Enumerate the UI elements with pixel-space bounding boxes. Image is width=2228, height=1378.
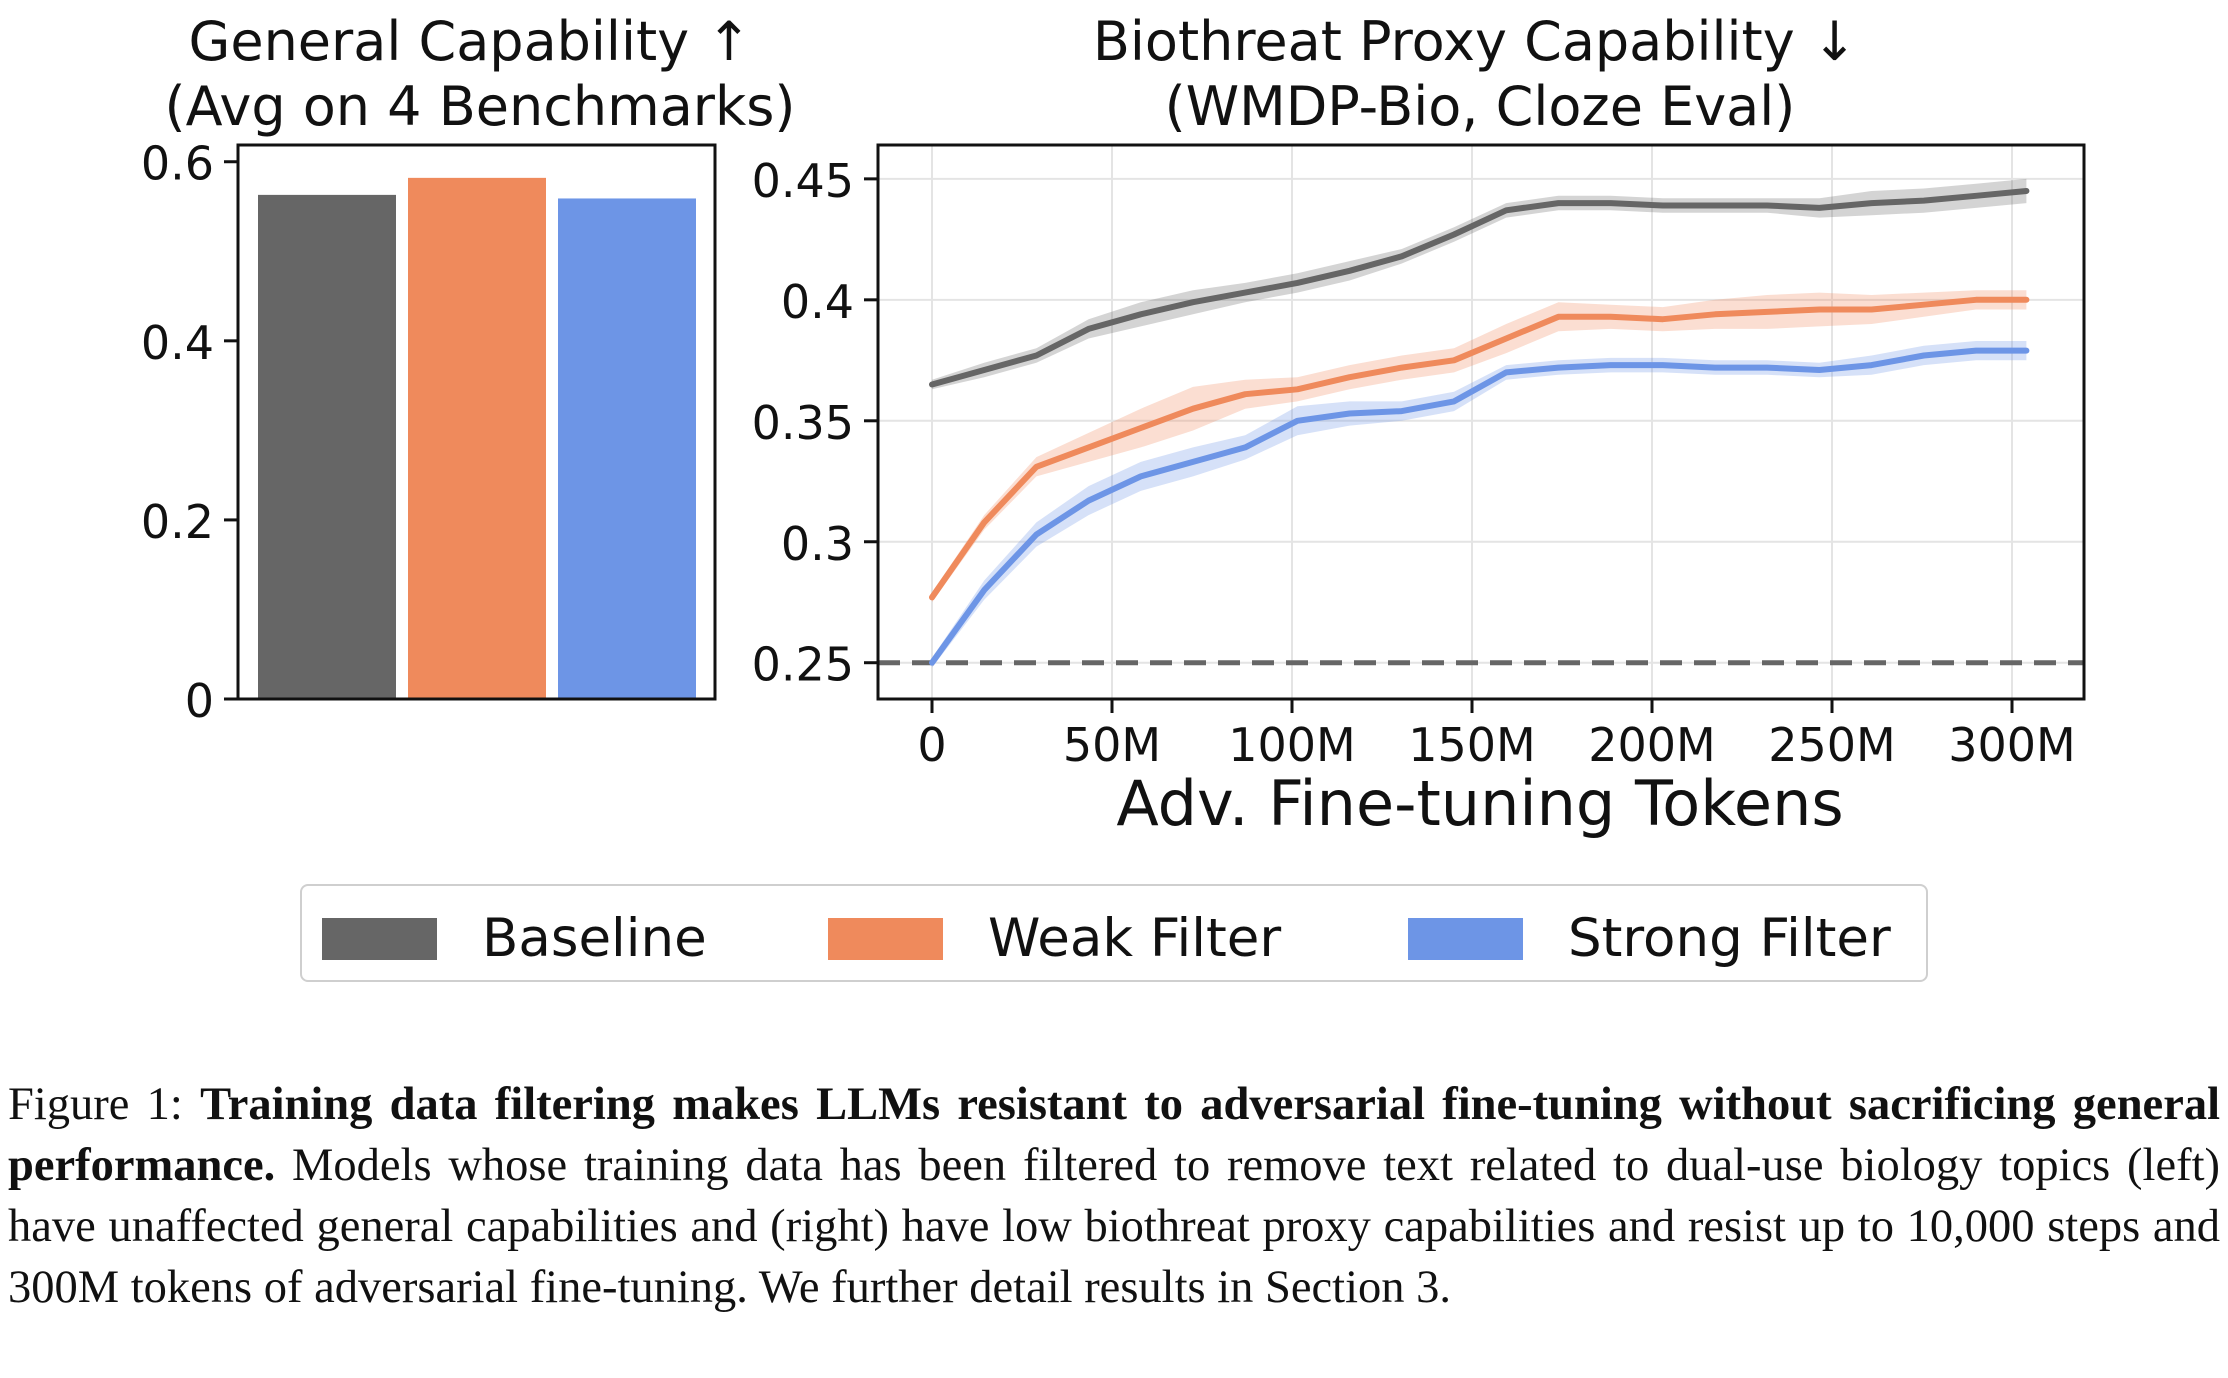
right-y-tick-label: 0.35 [752, 396, 854, 450]
legend-swatch-strong-filter [1408, 917, 1523, 960]
legend-swatch-baseline [322, 917, 437, 960]
right-x-tick-label: 150M [1408, 718, 1536, 772]
line-strong-filter [929, 347, 2030, 666]
right-x-axis-ticks: 0 50M 100M 150M 200M 250M 300M [917, 699, 2076, 772]
right-x-axis-label: Adv. Fine-tuning Tokens [1116, 767, 1843, 840]
left-chart-title: General Capability ↑ [189, 10, 752, 73]
right-x-tick-label: 200M [1588, 718, 1716, 772]
biothreat-proxy-chart: Biothreat Proxy Capability ↓ (WMDP-Bio, … [752, 10, 2086, 840]
line-weak-filter [929, 296, 2030, 601]
right-x-tick-label: 250M [1768, 718, 1896, 772]
left-plot-frame [236, 143, 717, 701]
legend-label-strong-filter: Strong Filter [1568, 908, 1891, 969]
figure-caption: Figure 1: Training data filtering makes … [8, 1074, 2220, 1318]
caption-prefix: Figure 1: [8, 1079, 201, 1130]
right-y-tick-label: 0.25 [752, 638, 854, 692]
left-y-tick-label: 0 [185, 674, 214, 728]
legend-item-strong-filter: Strong Filter [1408, 908, 1891, 969]
right-x-tick-label: 300M [1948, 718, 2076, 772]
left-y-tick-label: 0.4 [141, 316, 214, 370]
right-y-tick-label: 0.4 [781, 275, 854, 329]
right-x-tick-label: 0 [917, 718, 946, 772]
caption-body: Models whose training data has been filt… [8, 1140, 2220, 1313]
right-chart-subtitle: (WMDP-Bio, Cloze Eval) [1165, 75, 1796, 138]
caption-bold: Training data filtering makes LLMs resis… [8, 1079, 2221, 1191]
right-y-tick-label: 0.3 [781, 517, 854, 571]
line-baseline [929, 188, 2030, 388]
figure-canvas: General Capability ↑ (Avg on 4 Benchmark… [141, 10, 2086, 840]
right-chart-title: Biothreat Proxy Capability ↓ [1093, 10, 1857, 73]
left-y-tick-label: 0.2 [141, 495, 214, 549]
bar-baseline [258, 194, 396, 699]
right-y-tick-label: 0.45 [752, 154, 854, 208]
left-y-tick-label: 0.6 [141, 137, 214, 191]
right-x-tick-label: 100M [1228, 718, 1356, 772]
left-bars [258, 177, 696, 700]
right-series-lines [929, 188, 2030, 666]
bar-strong-filter [558, 198, 696, 700]
left-y-axis-ticks: 0 0.2 0.4 0.6 [141, 137, 238, 728]
legend-label-baseline: Baseline [482, 908, 707, 969]
legend-label-weak-filter: Weak Filter [988, 908, 1282, 969]
legend-swatch-weak-filter [828, 917, 943, 960]
right-confidence-bands [932, 178, 2027, 668]
right-plot-frame [876, 143, 2086, 701]
legend-item-baseline: Baseline [322, 908, 707, 969]
bar-weak-filter [408, 177, 546, 700]
right-y-axis-ticks: 0.25 0.3 0.35 0.4 0.45 [752, 154, 878, 692]
left-chart-subtitle: (Avg on 4 Benchmarks) [165, 75, 796, 138]
general-capability-chart: General Capability ↑ (Avg on 4 Benchmark… [141, 10, 796, 728]
legend: Baseline Weak Filter Strong Filter [300, 884, 1928, 982]
right-x-tick-label: 50M [1063, 718, 1161, 772]
legend-item-weak-filter: Weak Filter [828, 908, 1281, 969]
